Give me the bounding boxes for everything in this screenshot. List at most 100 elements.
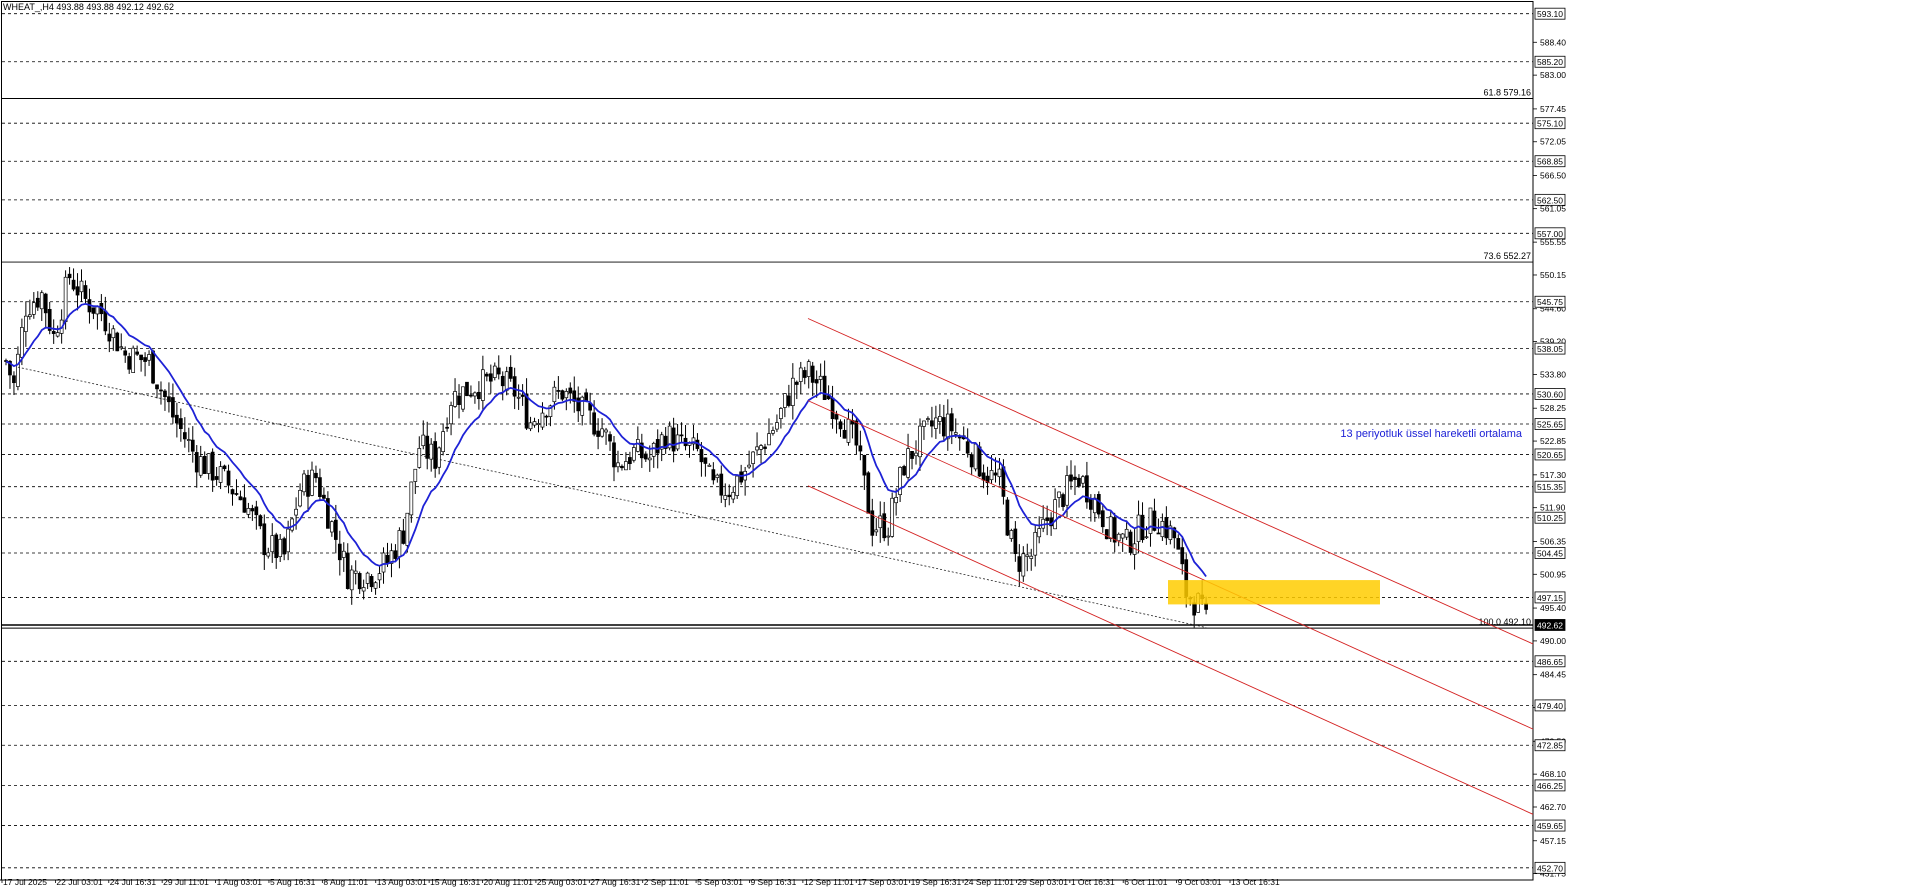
candle [218, 461, 223, 490]
candle [147, 350, 151, 366]
candle-body [671, 427, 676, 452]
candle-body [469, 394, 473, 397]
candle-body [981, 472, 986, 481]
level-label-box [1534, 388, 1566, 400]
candle [866, 471, 871, 514]
candle [186, 427, 191, 453]
candle-body [91, 307, 96, 314]
candle-body [838, 421, 843, 430]
candle-body [123, 350, 128, 356]
candle [298, 483, 302, 508]
candle-body [1005, 499, 1010, 536]
candle [632, 444, 636, 463]
candle-body [564, 391, 569, 399]
candle [496, 355, 501, 380]
ema-label: 13 periyotluk üssel hareketli ortalama [1340, 428, 1522, 440]
candle-body [918, 425, 922, 458]
candle-body [949, 413, 954, 432]
candle-body [345, 552, 350, 589]
candle [508, 355, 513, 382]
candle-body [1124, 528, 1129, 538]
candle-body [35, 297, 40, 308]
candle [620, 464, 624, 471]
candle-body [449, 405, 453, 425]
candle-body [604, 429, 608, 433]
candle [254, 500, 259, 530]
candle-body [159, 389, 163, 392]
candle-body [783, 393, 787, 408]
candle-body [1192, 602, 1197, 616]
candle-body [242, 497, 247, 513]
candle-body [457, 395, 461, 406]
candle [43, 292, 48, 328]
candle [914, 440, 918, 465]
candle-body [24, 315, 28, 332]
candle [687, 441, 692, 458]
candle [230, 488, 235, 506]
level-label-box [1534, 699, 1566, 712]
candle-body [612, 442, 616, 468]
candle [421, 420, 426, 450]
candle-body [353, 570, 358, 574]
price-tick-label: 566.50 [1540, 171, 1566, 181]
level-label-box [1534, 295, 1566, 308]
candle [242, 484, 247, 513]
level-label: 538.05 [1537, 344, 1563, 354]
candle-body [385, 554, 390, 564]
candle [1025, 543, 1030, 572]
candle-body [1148, 507, 1153, 534]
candle [902, 464, 906, 476]
highlight-zone [1168, 580, 1380, 605]
candle [834, 410, 839, 434]
price-tick-label: 468.10 [1540, 769, 1566, 779]
candle-body [548, 405, 553, 417]
candle-body [298, 489, 302, 507]
time-tick-label: 17 Sep 03:01 [857, 877, 908, 887]
candle-body [151, 350, 155, 384]
channel-line [807, 485, 1534, 815]
candle-body [71, 279, 76, 290]
candle [469, 385, 473, 398]
candle-body [794, 381, 799, 385]
candle [326, 491, 330, 529]
candle [83, 280, 88, 305]
price-axis: 588.40 583.00 577.45 572.05 566.50 561.05 555.… [1533, 7, 1566, 879]
candle [707, 463, 712, 467]
channel-line [807, 318, 1534, 645]
candle [397, 527, 402, 569]
candle-body [127, 356, 132, 370]
candle [238, 490, 243, 501]
level-label-box [1534, 861, 1566, 874]
candle-body [608, 434, 612, 442]
candle-body [178, 418, 183, 429]
candle-body [544, 415, 549, 418]
candle [1037, 516, 1042, 544]
level-label: 504.45 [1537, 549, 1563, 559]
candle [560, 389, 565, 402]
candle-body [751, 451, 755, 464]
candle-body [198, 456, 203, 476]
candle-body [624, 461, 628, 471]
candle [886, 527, 891, 546]
level-label-box [1534, 117, 1566, 130]
candle-body [20, 327, 24, 358]
candle-body [941, 417, 946, 437]
time-tick-label: 15 Aug 16:31 [430, 877, 480, 887]
candle [274, 532, 279, 569]
candle-body [318, 477, 322, 497]
time-tick-label: 29 Sep 03:01 [1017, 877, 1068, 887]
chart-header: WHEAT_,H4 493.88 493.88 492.12 492.62 [3, 2, 174, 12]
candle-body [842, 429, 847, 439]
price-tick-label: 533.80 [1540, 369, 1566, 379]
candle-body [310, 469, 314, 496]
candle-body [1045, 517, 1050, 521]
candle-body [294, 508, 298, 516]
candle-body [504, 371, 509, 391]
candle [953, 418, 958, 439]
candle-body [993, 472, 998, 476]
price-tick-label: 484.45 [1540, 670, 1566, 680]
candle [949, 407, 954, 445]
candle [16, 346, 20, 391]
candle [361, 579, 366, 600]
